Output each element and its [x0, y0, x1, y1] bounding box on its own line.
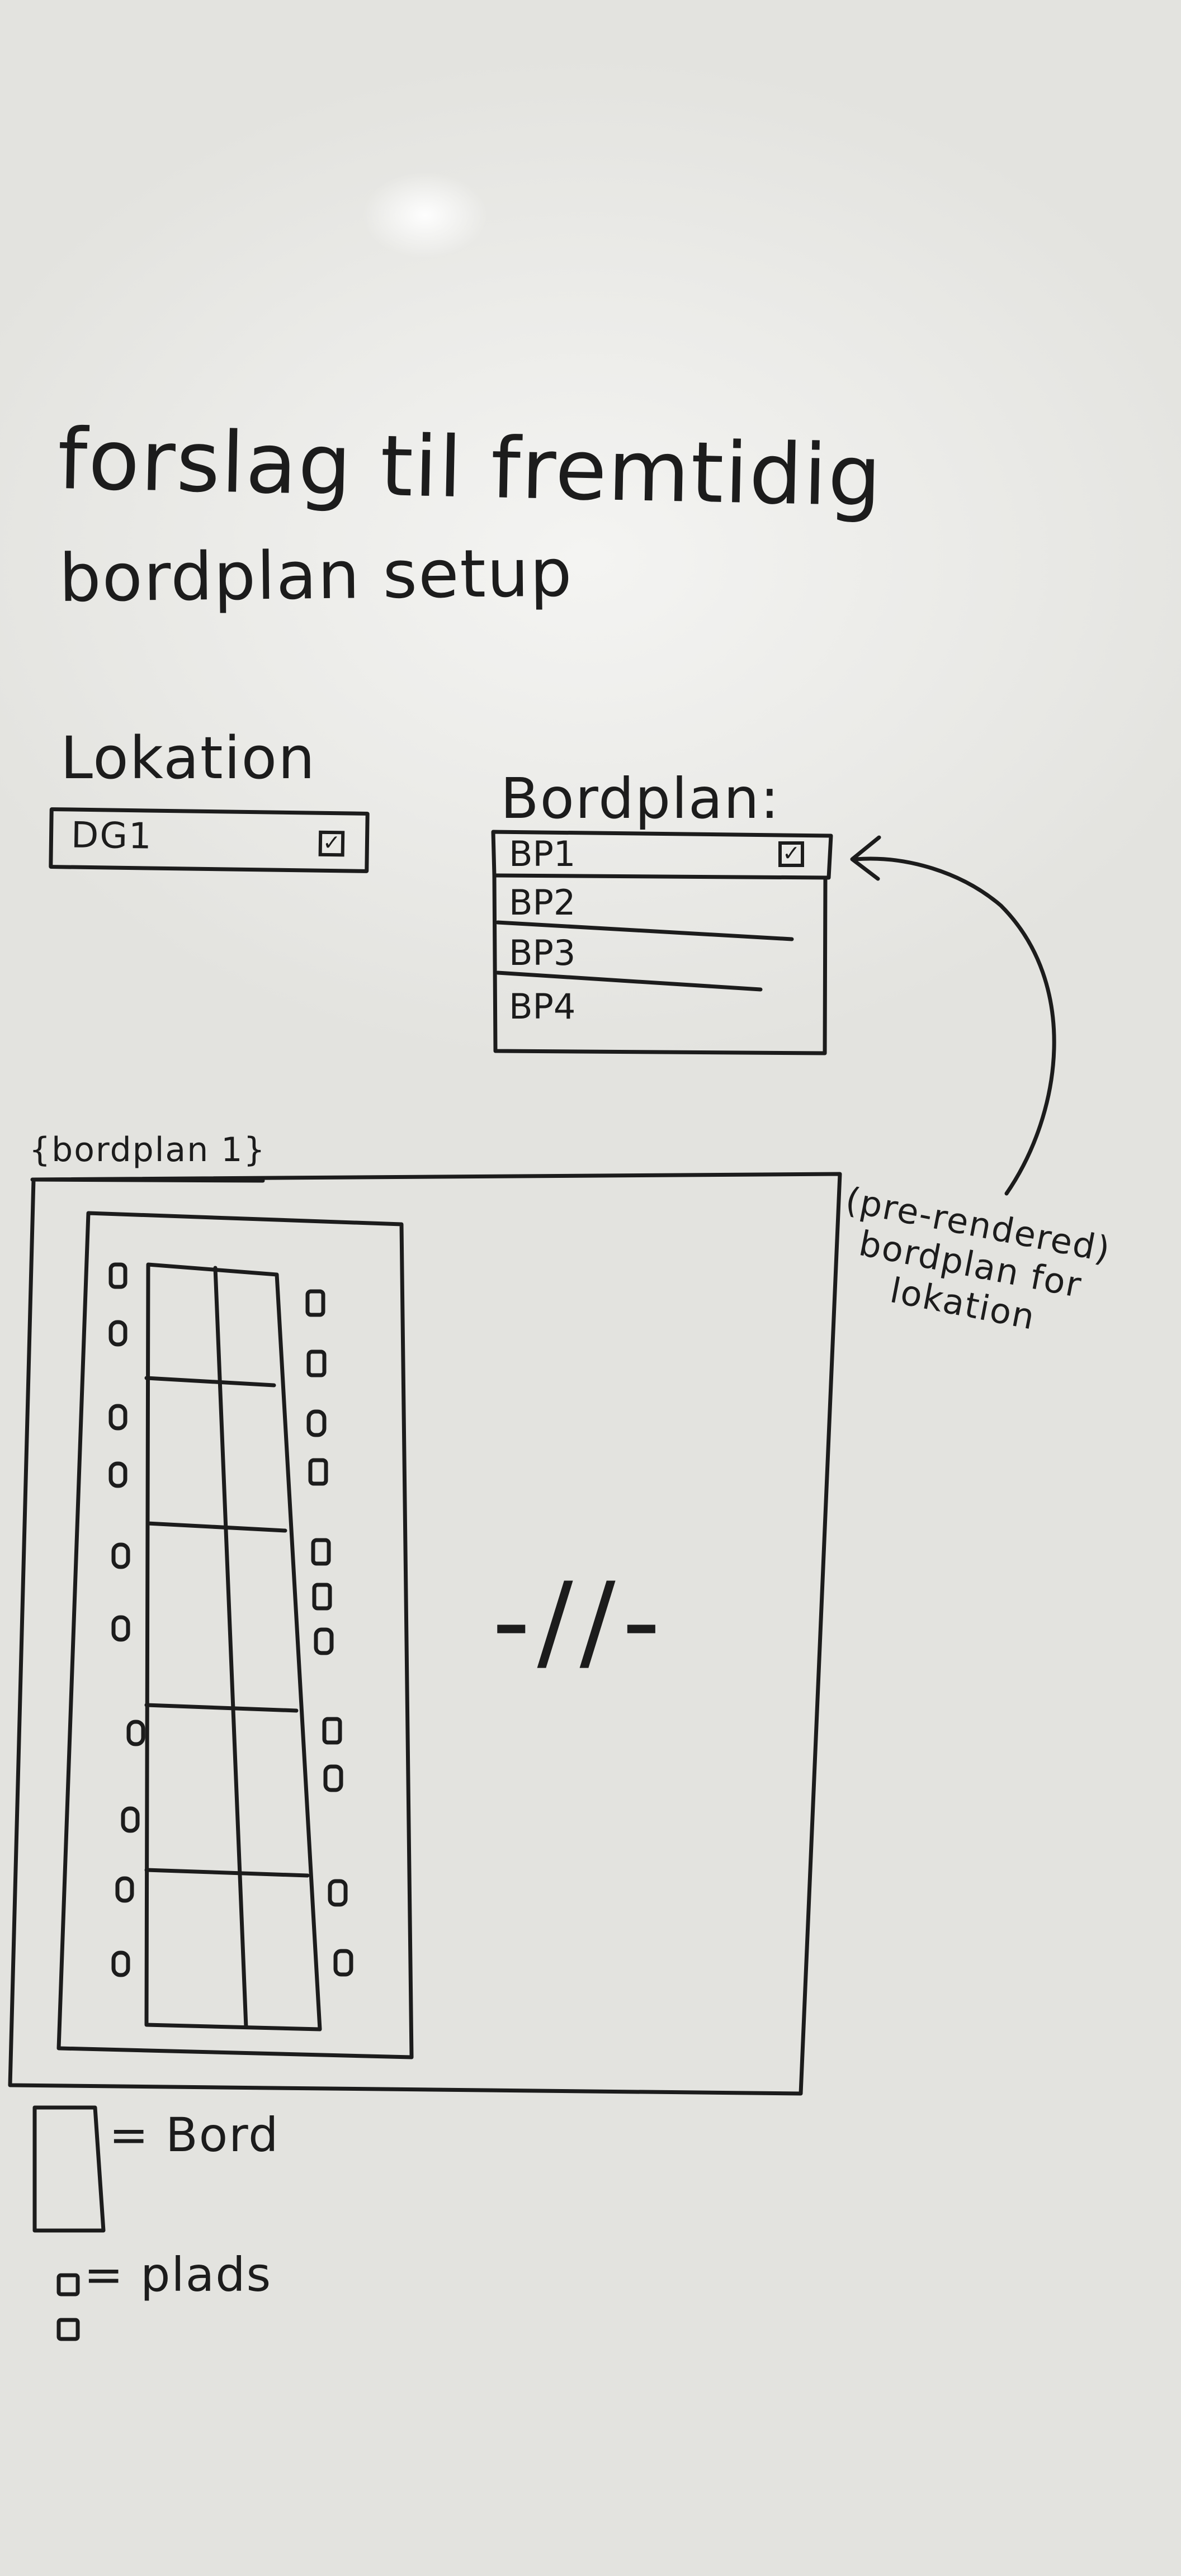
long-table: [144, 1262, 322, 2032]
bordplan-option[interactable]: BP2: [492, 878, 805, 928]
bordplan-option-selected[interactable]: BP1 ✓: [492, 830, 831, 878]
seat-left: [111, 1615, 130, 1642]
ditto-mark: -//-: [492, 1560, 668, 1683]
bordplan-option[interactable]: BP3: [492, 928, 805, 978]
bordplan-list-frame: [492, 873, 828, 1055]
seat-right: [333, 1949, 353, 1977]
legend-bord-shape: [32, 2105, 106, 2233]
seat-left: [121, 1806, 140, 1833]
preview-frame: [8, 1172, 842, 2096]
bordplan-list-outline: [491, 830, 833, 880]
legend-plads-shape: [56, 2273, 80, 2296]
title-line-2: bordplan setup: [59, 534, 574, 617]
bordplan-option-label: BP2: [509, 882, 576, 923]
arrow-line: [853, 856, 1056, 1196]
arrow-head: [850, 835, 881, 881]
checkbox-icon[interactable]: ✓: [318, 830, 345, 857]
bordplan-row-divider: [495, 970, 763, 992]
seat-left: [108, 1320, 127, 1347]
checkbox-icon[interactable]: ✓: [778, 841, 804, 867]
seat-right: [306, 1349, 327, 1377]
title-line-1: forslag til fremtidig: [56, 411, 884, 525]
seat-left: [111, 1542, 130, 1569]
bordplan-option[interactable]: BP4: [492, 978, 805, 1040]
seat-right: [314, 1627, 334, 1655]
legend-plads-label: = plads: [84, 2247, 272, 2302]
lokation-label: Lokation: [60, 724, 316, 792]
seat-left: [108, 1262, 127, 1289]
seat-left: [115, 1876, 134, 1903]
seat-right: [312, 1583, 332, 1611]
seat-right: [322, 1717, 342, 1745]
seat-right: [306, 1409, 327, 1437]
bordplan-option-label: BP4: [509, 986, 576, 1027]
seat-left: [126, 1720, 145, 1746]
legend-plads-shape: [56, 2318, 80, 2341]
seat-right: [323, 1764, 343, 1792]
bordplan-option-label: BP1: [509, 834, 576, 874]
seat-left: [108, 1404, 127, 1431]
table-center-line: [213, 1266, 248, 2029]
seat-right: [311, 1538, 331, 1566]
lokation-dropdown[interactable]: DG1 ✓: [49, 807, 370, 873]
bordplan-preview-caption: {bordplan 1}: [29, 1130, 266, 1169]
bordplan-row-divider: [495, 920, 794, 941]
bordplan-option-label: BP3: [509, 932, 576, 973]
table-divider: [144, 1376, 276, 1388]
bordplan-label: Bordplan:: [500, 766, 781, 831]
bordplan-dropdown-list[interactable]: BP1 ✓ BP2 BP3 BP4: [492, 830, 831, 1054]
table-divider: [145, 1521, 287, 1533]
table-divider: [144, 1868, 310, 1878]
seat-left: [111, 1950, 130, 1977]
seat-right: [305, 1289, 325, 1317]
seat-right: [308, 1458, 328, 1486]
lokation-selected-value: DG1: [70, 815, 153, 858]
table-divider: [144, 1703, 299, 1713]
caption-underline: [30, 1177, 265, 1183]
bordplan-inner-frame: [56, 1211, 414, 2059]
legend-bord-label: = Bord: [109, 2108, 280, 2162]
seat-right: [328, 1879, 348, 1907]
seat-left: [108, 1461, 127, 1488]
